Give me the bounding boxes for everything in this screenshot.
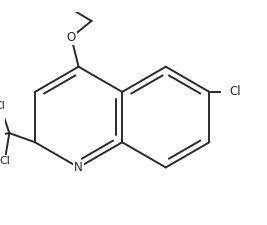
Text: O: O (67, 31, 76, 44)
Text: N: N (74, 161, 83, 174)
Text: Cl: Cl (0, 101, 6, 111)
Text: Cl: Cl (0, 155, 10, 166)
Text: Cl: Cl (230, 86, 241, 98)
